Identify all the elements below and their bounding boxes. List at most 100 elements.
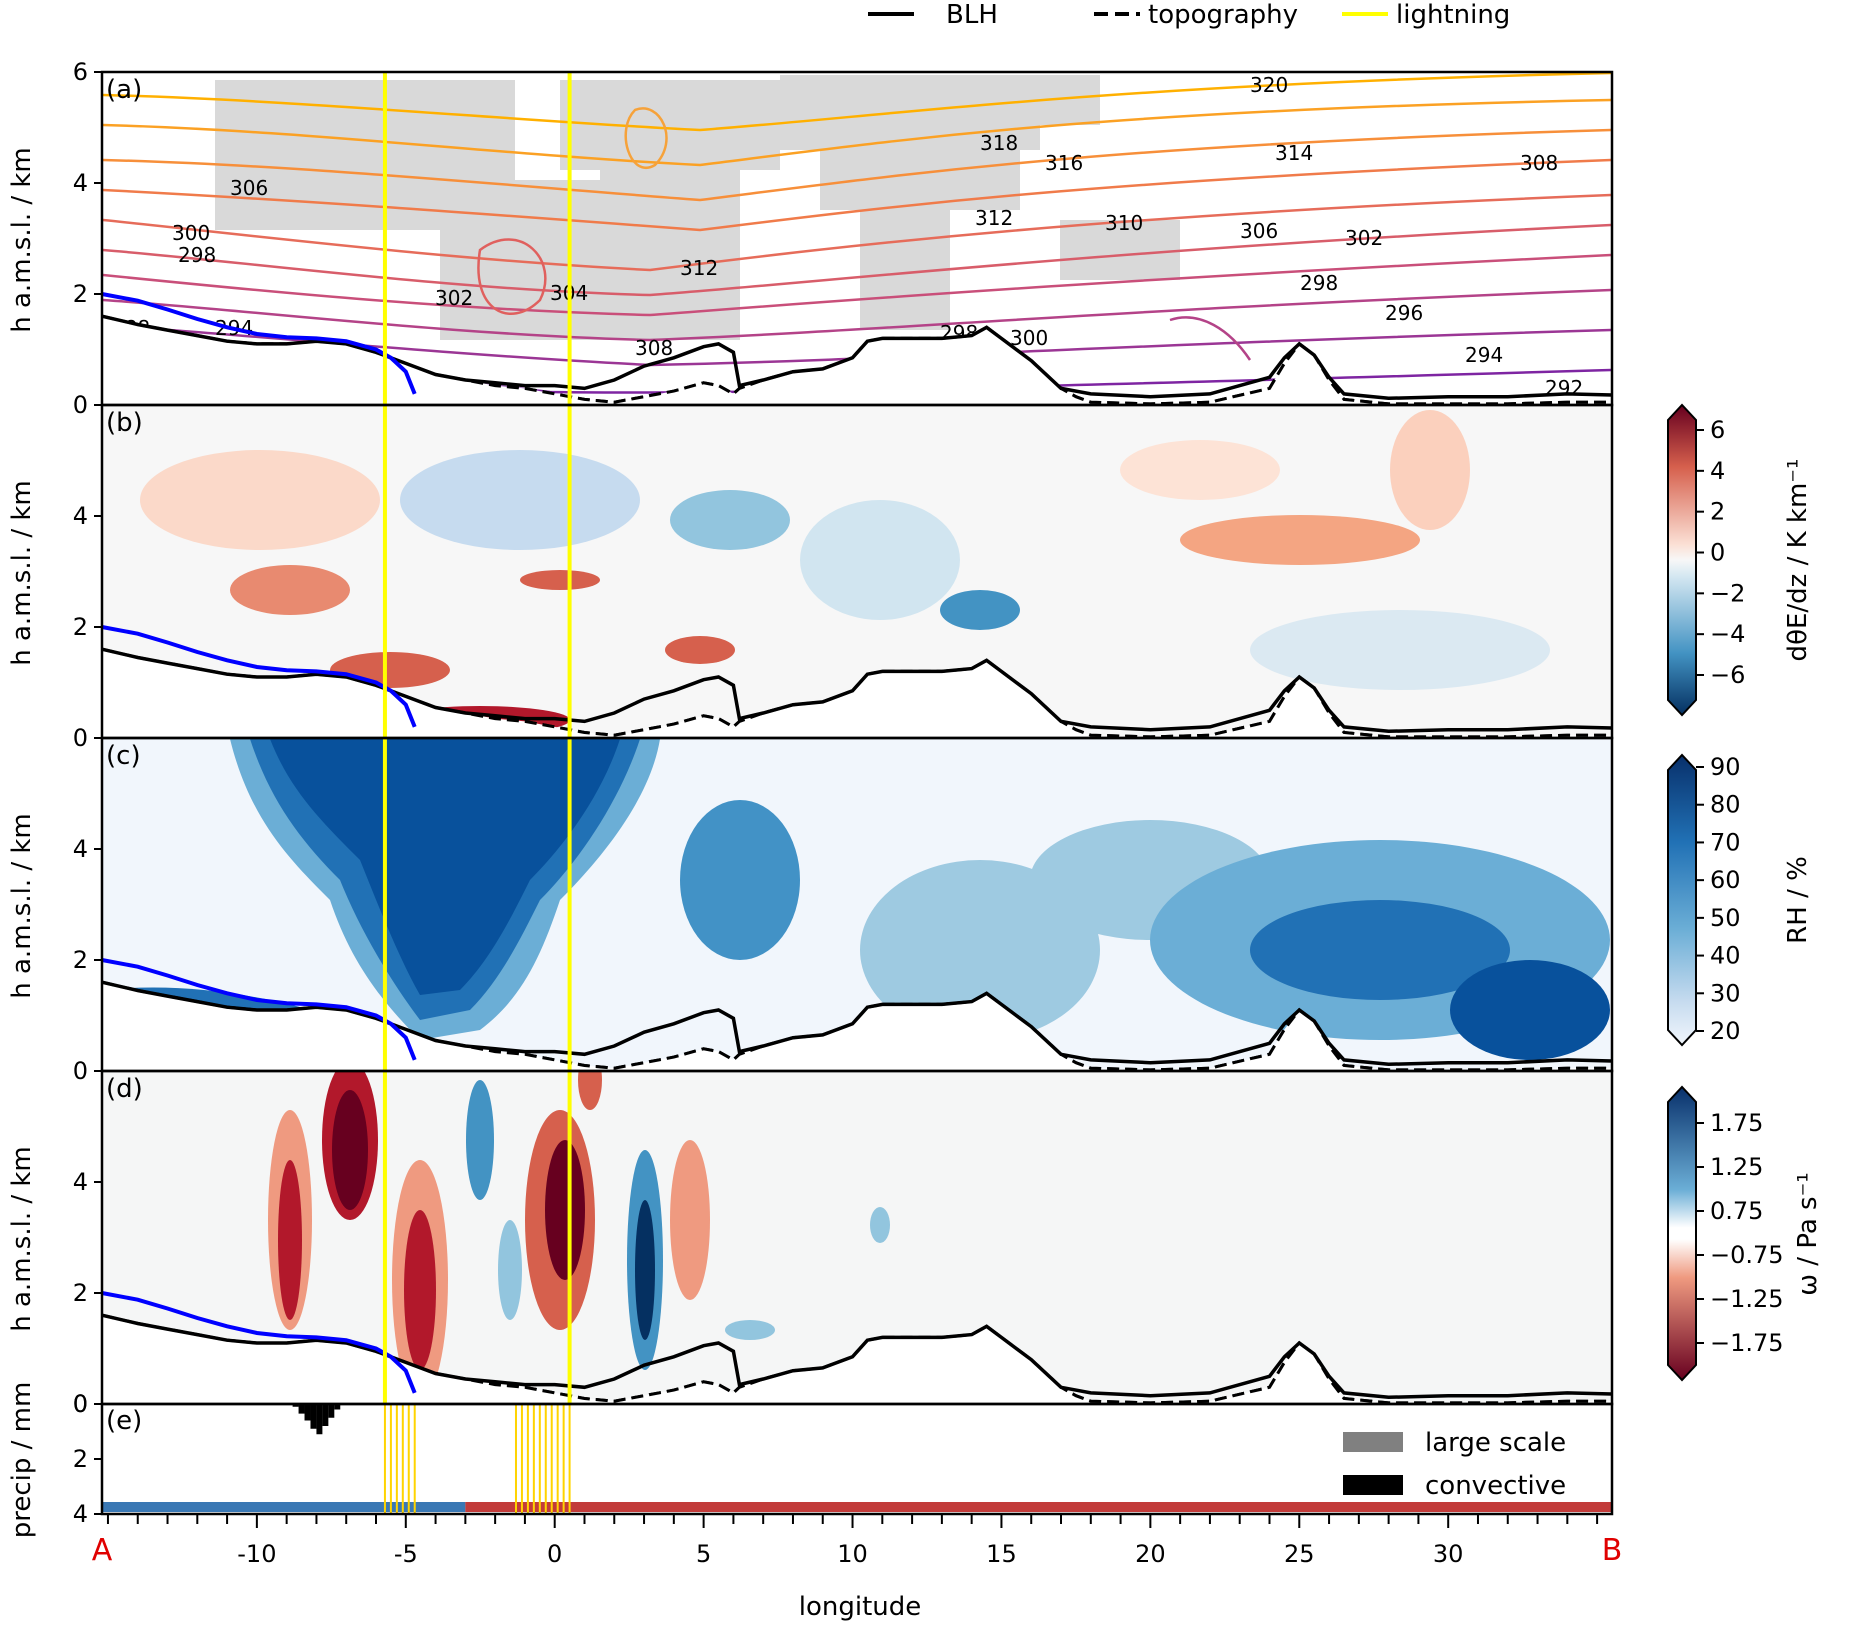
- svg-text:306: 306: [230, 176, 268, 200]
- blh-lines: [101, 314, 1613, 1400]
- svg-text:320: 320: [1250, 73, 1288, 97]
- cbb-ticks-label-4: −2: [1710, 579, 1745, 607]
- svg-text:312: 312: [975, 206, 1013, 230]
- colorbar-b-bar: [1667, 403, 1697, 717]
- cbc-ticks-label-4: 50: [1710, 904, 1741, 932]
- xtick-label-5: 15: [986, 1540, 1017, 1568]
- colorbar-d-label: ω / Pa s⁻¹: [1793, 1172, 1823, 1295]
- ytick-label-0-1: 2: [73, 280, 88, 308]
- front-line-panel-0: [101, 292, 417, 395]
- panel-b-label: (b): [106, 408, 143, 438]
- convective-bar-4: [316, 1404, 323, 1435]
- panel-a-label: (a): [106, 75, 142, 105]
- cbc-ticks-label-3: 60: [1710, 866, 1741, 894]
- cbc-ticks-label-0: 90: [1710, 753, 1741, 781]
- svg-text:298: 298: [178, 243, 216, 267]
- convective-bar-5: [322, 1404, 329, 1426]
- cbb-ticks-label-1: 4: [1710, 457, 1725, 485]
- endpoint-b-label: B: [1602, 1533, 1623, 1568]
- cbb-ticks-label-5: −4: [1710, 620, 1745, 648]
- ytick-label-4-1: 2: [73, 1445, 88, 1473]
- svg-text:310: 310: [1105, 211, 1143, 235]
- ytick-label-2-1: 2: [73, 946, 88, 974]
- xtick-label-6: 20: [1135, 1540, 1166, 1568]
- cbc-ticks-label-7: 20: [1710, 1017, 1741, 1045]
- svg-text:296: 296: [1385, 301, 1423, 325]
- convective-bar-1: [298, 1404, 305, 1414]
- y-axis-labels: h a.m.s.l. / km h a.m.s.l. / km h a.m.s.…: [7, 147, 37, 1538]
- xtick-label-3: 5: [696, 1540, 711, 1568]
- svg-text:312: 312: [680, 256, 718, 280]
- colorbar-d: 1.75 1.25 0.75 −0.75 −1.25 −1.75 ω / Pa s⁻¹: [1667, 1085, 1823, 1382]
- ytick-label-3-0: 0: [73, 1390, 88, 1418]
- xtick-label-2: 0: [547, 1540, 562, 1568]
- ytick-label-2-0: 0: [73, 1057, 88, 1085]
- cbc-ticks-label-5: 40: [1710, 942, 1741, 970]
- legend-topography-label: topography: [1148, 0, 1298, 30]
- legend: BLH topography lightning: [868, 0, 1510, 30]
- blh-line-panel-2: [101, 980, 1613, 1067]
- front-line-panel-2: [101, 958, 417, 1061]
- panel-a-ylabel: h a.m.s.l. / km: [7, 147, 37, 333]
- front-line-panel-1: [101, 625, 417, 728]
- convective-precip-bars: [292, 1404, 341, 1435]
- colorbar-c-bar: [1667, 753, 1697, 1047]
- sidebar-right-segment: [465, 1502, 1613, 1512]
- legend-blh-label: BLH: [946, 0, 998, 30]
- panel-c-field: [103, 739, 1610, 1071]
- panel-d-field: [268, 1072, 890, 1400]
- panel-e-label: (e): [106, 1406, 142, 1436]
- convective-bar-2: [304, 1404, 311, 1421]
- colorbar-b: 6 4 2 0 −2 −4 −6 dθE/dz / K km⁻¹: [1667, 403, 1813, 717]
- cbd-ticks-label-0: 1.75: [1710, 1109, 1763, 1137]
- panel-e-background: [102, 1404, 1612, 1514]
- xtick-label-7: 25: [1284, 1540, 1315, 1568]
- cbb-ticks-label-2: 2: [1710, 498, 1725, 526]
- front-line-panel-3: [101, 1291, 417, 1394]
- ytick-label-0-2: 4: [73, 169, 88, 197]
- panel-d-label: (d): [106, 1074, 143, 1104]
- xtick-label-4: 10: [837, 1540, 868, 1568]
- cbb-ticks-label-6: −6: [1710, 661, 1745, 689]
- lightning-strike-lines: [383, 1404, 571, 1514]
- panel-b-field: [140, 410, 1550, 734]
- panel-a-cloud-mask: [215, 75, 1180, 340]
- colorbar-c-label: RH / %: [1783, 856, 1813, 944]
- ytick-label-1-1: 2: [73, 613, 88, 641]
- ytick-label-3-1: 2: [73, 1279, 88, 1307]
- ytick-label-4-2: 4: [73, 1500, 88, 1528]
- svg-text:314: 314: [1275, 141, 1313, 165]
- ytick-label-0-0: 0: [73, 391, 88, 419]
- svg-text:302: 302: [435, 286, 473, 310]
- xtick-label-1: -5: [394, 1540, 418, 1568]
- svg-text:300: 300: [1010, 326, 1048, 350]
- ytick-label-1-0: 0: [73, 724, 88, 752]
- xtick-label-8: 30: [1433, 1540, 1464, 1568]
- svg-text:316: 316: [1045, 151, 1083, 175]
- panel-frames: [100, 70, 1614, 1516]
- precip-legend-convective-swatch: [1343, 1475, 1403, 1495]
- ytick-label-1-2: 4: [73, 502, 88, 530]
- ytick-label-0-3: 6: [73, 58, 88, 86]
- cbd-ticks-label-1: 1.25: [1710, 1153, 1763, 1181]
- svg-text:294: 294: [1465, 343, 1503, 367]
- cbd-ticks-label-4: −1.25: [1710, 1285, 1784, 1313]
- cbc-ticks-label-6: 30: [1710, 979, 1741, 1007]
- cbd-ticks-label-2: 0.75: [1710, 1197, 1763, 1225]
- convective-bar-3: [310, 1404, 317, 1429]
- blh-line-panel-0: [101, 314, 1613, 401]
- panel-c-label: (c): [106, 741, 141, 771]
- precip-legend-convective-label: convective: [1425, 1471, 1566, 1501]
- cbb-ticks-label-0: 6: [1710, 416, 1725, 444]
- colorbar-b-label: dθE/dz / K km⁻¹: [1783, 459, 1813, 662]
- convective-bar-0: [292, 1404, 299, 1407]
- panel-a-theta-contours: [103, 73, 1611, 404]
- convective-bar-7: [334, 1404, 341, 1410]
- panel-e: large scale convective: [102, 1404, 1613, 1514]
- panel-c-ylabel: h a.m.s.l. / km: [7, 813, 37, 999]
- x-ticks: -10 -5 0 5 10 15 20 25 30: [106, 1514, 1599, 1568]
- sidebar-left-segment: [102, 1502, 466, 1512]
- cbc-ticks-label-1: 80: [1710, 791, 1741, 819]
